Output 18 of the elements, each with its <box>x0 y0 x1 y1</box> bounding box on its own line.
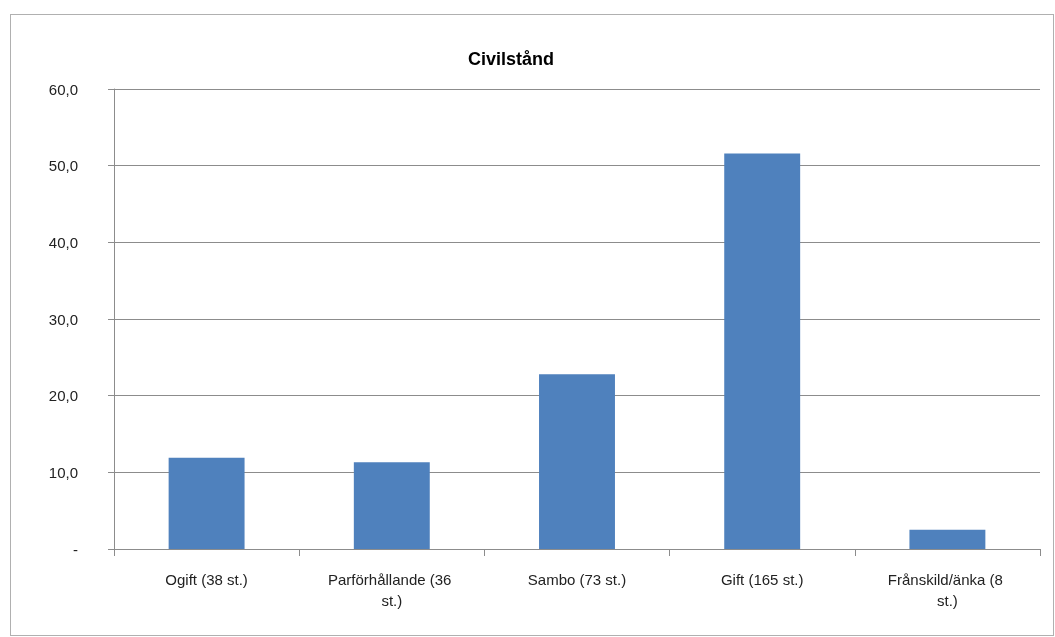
y-tick-label: 50,0 <box>48 157 78 175</box>
y-tick-label: 10,0 <box>48 463 78 481</box>
x-tick-label: Ogift (38 st.) <box>165 571 248 588</box>
x-tick-label: Parförhållande (36 st.) <box>328 571 456 609</box>
chart-title: Civilstånd <box>467 49 555 69</box>
x-tick-label: Sambo (73 st.) <box>527 571 627 588</box>
y-tick-label: 40,0 <box>48 233 78 251</box>
bar <box>353 462 430 549</box>
bar <box>724 153 801 549</box>
x-tick-label: Gift (165 st.) <box>720 571 804 588</box>
bar <box>909 529 986 549</box>
y-tick-label: 30,0 <box>48 310 78 328</box>
y-tick-label: - <box>73 540 78 558</box>
bar <box>168 457 245 549</box>
y-tick-label: 60,0 <box>48 80 78 98</box>
x-tick-label: Frånskild/änka (8 st.) <box>887 571 1008 609</box>
y-tick-label: 20,0 <box>48 387 78 405</box>
bar <box>539 374 615 549</box>
